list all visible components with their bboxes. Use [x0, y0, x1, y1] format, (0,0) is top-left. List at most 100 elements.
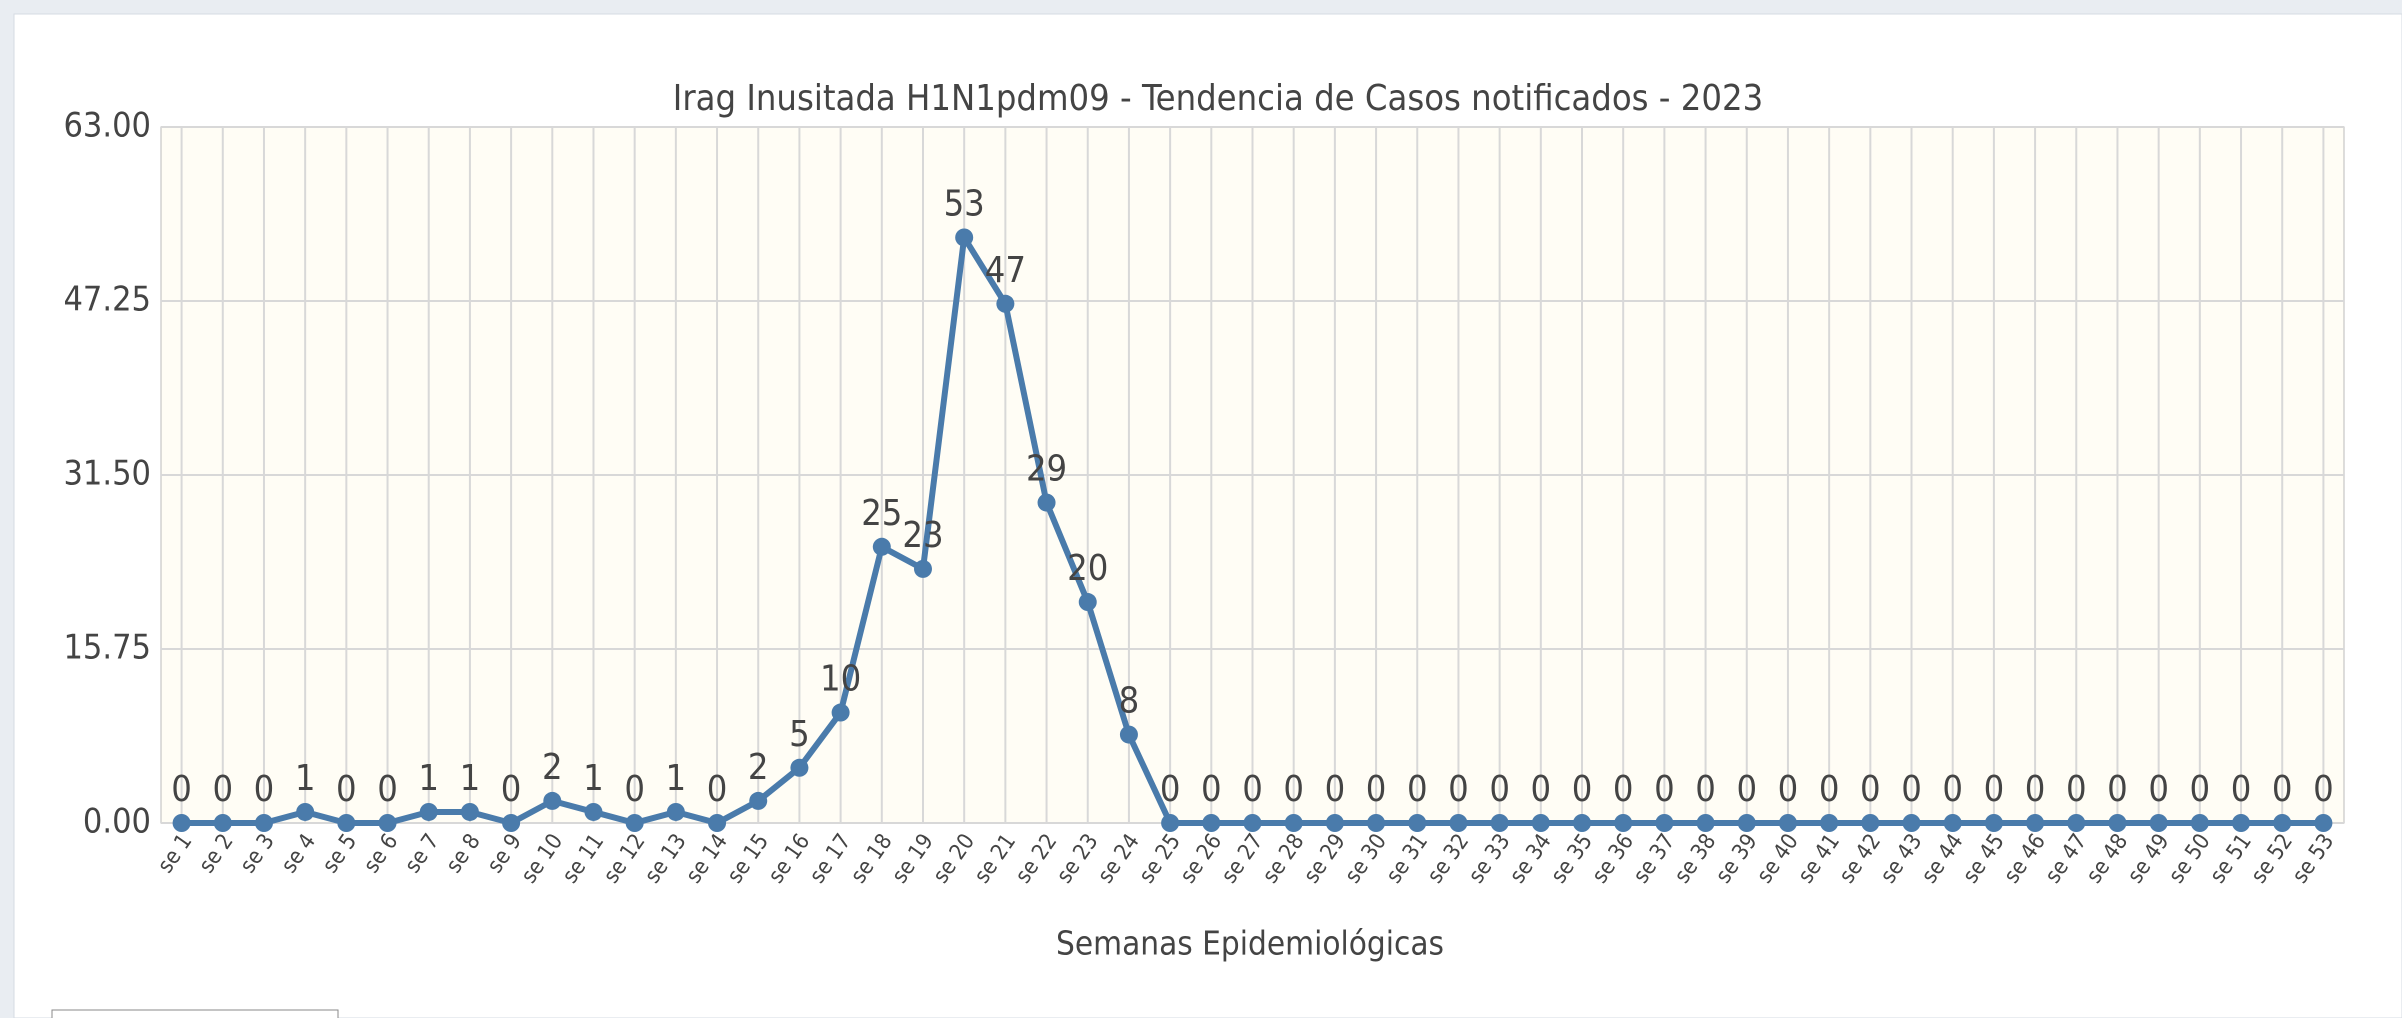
data-label: 0 [1736, 769, 1757, 810]
point [955, 228, 974, 247]
point [254, 814, 273, 832]
data-label: 0 [1283, 769, 1304, 810]
point [584, 802, 603, 821]
data-label: 0 [2272, 769, 2293, 810]
data-label: 0 [707, 769, 728, 810]
data-label: 0 [377, 769, 398, 810]
data-label: 0 [1984, 769, 2005, 810]
chart-title: Irag Inusitada H1N1pdm09 - Tendencia de … [673, 78, 1763, 119]
point [1078, 593, 1097, 612]
data-label: 1 [418, 758, 439, 799]
data-label: 0 [2066, 769, 2087, 810]
point [1490, 814, 1509, 832]
data-label: 8 [1119, 681, 1140, 722]
point [790, 758, 809, 777]
point [460, 802, 479, 821]
point [625, 814, 644, 832]
data-label: 0 [1407, 769, 1428, 810]
point [708, 814, 727, 832]
data-label: 0 [1613, 769, 1634, 810]
x-axis-title: Semanas Epidemiológicas [1056, 924, 1444, 963]
data-label: 2 [748, 747, 769, 788]
data-label: 20 [1067, 548, 1108, 589]
data-label: 0 [1160, 769, 1181, 810]
data-label: 0 [1819, 769, 1840, 810]
point [2273, 814, 2292, 832]
point [872, 537, 891, 556]
point [913, 559, 932, 578]
point [1820, 814, 1839, 832]
data-label: 29 [1026, 449, 1067, 490]
point [2232, 814, 2251, 832]
point [749, 791, 768, 810]
point [1778, 814, 1797, 832]
point [1737, 814, 1756, 832]
data-label: 5 [789, 714, 810, 755]
data-label: 0 [1242, 769, 1263, 810]
point [996, 294, 1015, 313]
point [296, 802, 315, 821]
data-label: 0 [1531, 769, 1552, 810]
point [1449, 814, 1468, 832]
data-label: 0 [1448, 769, 1469, 810]
point [1696, 814, 1715, 832]
point [1984, 814, 2003, 832]
point [2314, 814, 2333, 832]
data-label: 0 [254, 769, 275, 810]
data-label: 53 [944, 183, 985, 224]
data-label: 0 [1654, 769, 1675, 810]
data-label: 0 [1695, 769, 1716, 810]
data-label: 0 [212, 769, 233, 810]
data-label: 0 [1901, 769, 1922, 810]
point [2067, 814, 2086, 832]
point [666, 802, 685, 821]
data-label: 0 [2107, 769, 2128, 810]
y-tick-label: 63.00 [63, 106, 151, 146]
data-label: 0 [2190, 769, 2211, 810]
point [1037, 493, 1056, 512]
point [502, 814, 521, 832]
data-label: 0 [2313, 769, 2334, 810]
point [1119, 725, 1138, 744]
data-label: 0 [1201, 769, 1222, 810]
point [831, 703, 850, 722]
point [1861, 814, 1880, 832]
point [1531, 814, 1550, 832]
data-label: 1 [460, 758, 481, 799]
data-label: 0 [1778, 769, 1799, 810]
data-label: 47 [985, 250, 1026, 291]
data-label: 0 [2025, 769, 2046, 810]
data-label: 0 [171, 769, 192, 810]
point [1943, 814, 1962, 832]
data-label: 0 [2231, 769, 2252, 810]
data-label: 0 [624, 769, 645, 810]
point [1408, 814, 1427, 832]
point [1902, 814, 1921, 832]
point [378, 814, 397, 832]
data-label: 0 [1942, 769, 1963, 810]
data-label: 23 [902, 515, 943, 556]
data-label: 25 [861, 493, 902, 534]
point [172, 814, 191, 832]
data-label: 0 [501, 769, 522, 810]
data-label: 0 [1489, 769, 1510, 810]
point [337, 814, 356, 832]
point [213, 814, 232, 832]
data-label: 1 [666, 758, 687, 799]
button[interactable] [51, 1009, 339, 1018]
data-label: 0 [1572, 769, 1593, 810]
data-label: 10 [820, 659, 861, 700]
point [1614, 814, 1633, 832]
point [1325, 814, 1344, 832]
data-label: 0 [1366, 769, 1387, 810]
point [1243, 814, 1262, 832]
data-label: 0 [1325, 769, 1346, 810]
point [543, 791, 562, 810]
point [2026, 814, 2045, 832]
point [1202, 814, 1221, 832]
data-label: 0 [336, 769, 357, 810]
data-label: 0 [2148, 769, 2169, 810]
point [2108, 814, 2127, 832]
data-label: 1 [295, 758, 316, 799]
